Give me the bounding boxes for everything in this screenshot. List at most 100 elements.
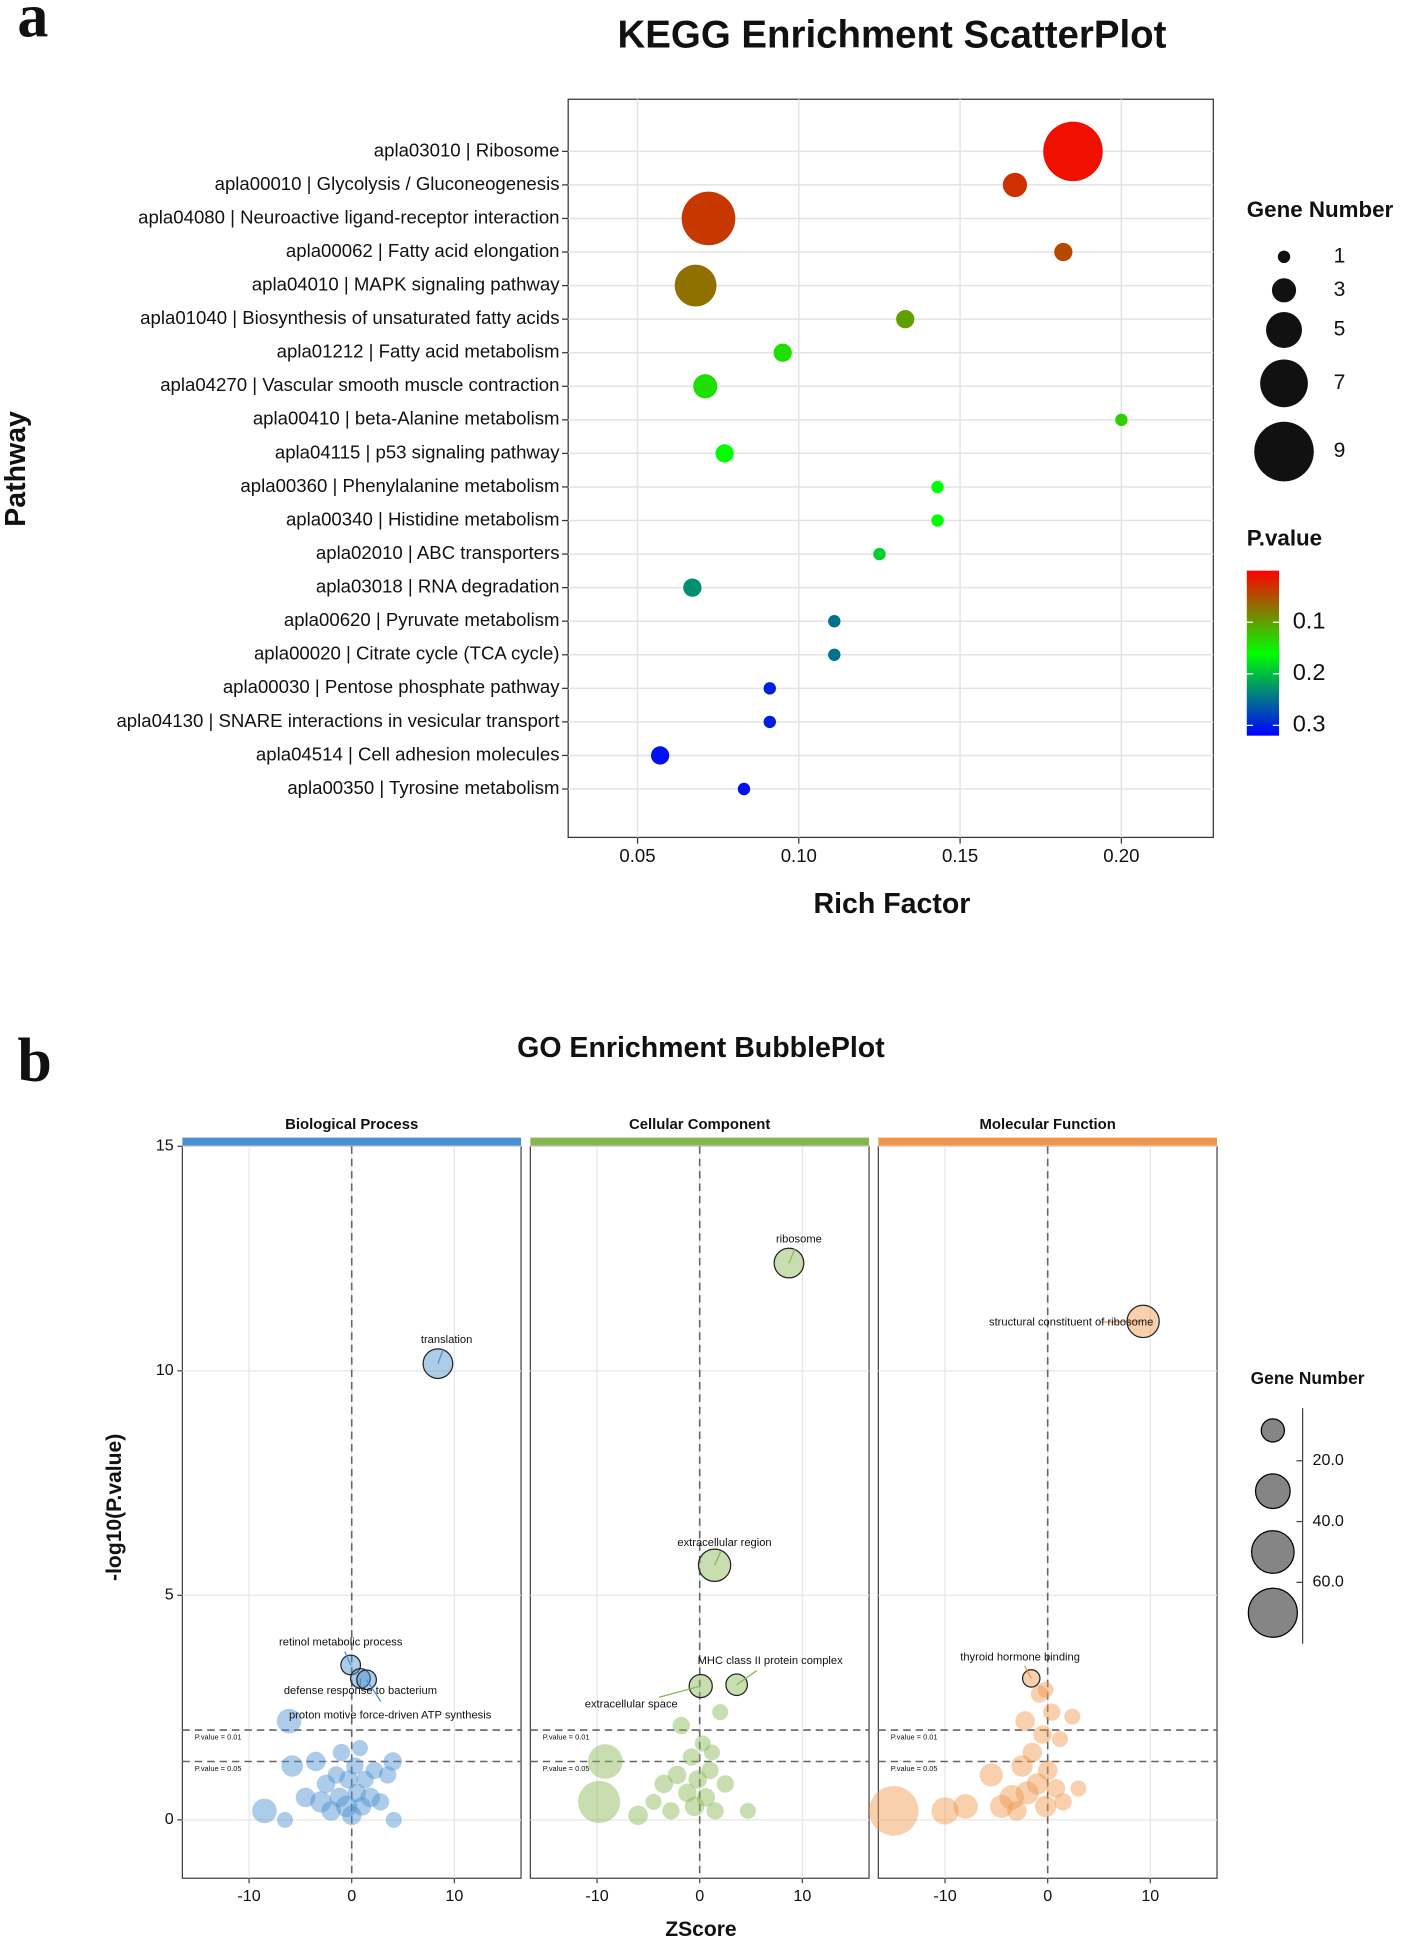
y-tick-label: apla00360 | Phenylalanine metabolism (240, 475, 559, 496)
x-tick-label: 10 (793, 1887, 811, 1905)
bubble (628, 1805, 648, 1826)
x-tick-label: 0.20 (1103, 845, 1139, 866)
bubble (1022, 1742, 1043, 1763)
point (650, 746, 670, 765)
y-tick-label: apla03018 | RNA degradation (316, 576, 560, 597)
bubble (703, 1744, 721, 1761)
bubble (931, 1797, 959, 1825)
point (896, 310, 915, 329)
threshold-label: P.value = 0.01 (543, 1732, 590, 1741)
bubble (868, 1786, 919, 1836)
point (1054, 242, 1073, 262)
bubble (587, 1744, 623, 1779)
legend-label: 20.0 (1313, 1451, 1344, 1469)
bubble (1054, 1793, 1072, 1811)
y-tick-label: 15 (156, 1137, 174, 1155)
bubble (1043, 1703, 1061, 1721)
bubble (329, 1787, 350, 1808)
label-leader (788, 1248, 796, 1264)
y-tick-label: apla00020 | Citrate cycle (TCA cycle) (254, 643, 560, 664)
bubble (252, 1798, 277, 1824)
bubble (295, 1787, 316, 1808)
legend-label: 1 (1334, 244, 1346, 267)
strip-bar (878, 1137, 1218, 1147)
bubble (662, 1802, 680, 1820)
point (737, 782, 751, 796)
bubble (352, 1797, 372, 1816)
legend-size-key (1266, 312, 1303, 348)
bubble (678, 1783, 697, 1803)
point (763, 715, 776, 729)
bubble (654, 1774, 674, 1794)
bubble-label: translation (421, 1334, 472, 1346)
bubble (682, 1748, 701, 1766)
point (715, 444, 734, 463)
strip-bar (530, 1137, 870, 1147)
strip-label: Biological Process (285, 1117, 418, 1133)
point (763, 682, 776, 695)
bubble (716, 1775, 735, 1793)
x-axis-label: Rich Factor (814, 888, 971, 920)
bubble (1070, 1780, 1087, 1797)
bubble-label: extracellular space (585, 1699, 678, 1711)
bubble (347, 1783, 367, 1803)
bubble-label: extracellular region (677, 1537, 771, 1549)
y-tick-label: apla01212 | Fatty acid metabolism (277, 341, 560, 362)
legend-label: 0.2 (1293, 659, 1326, 685)
legend-label: 0.1 (1293, 607, 1326, 633)
legend-label: 7 (1334, 371, 1346, 394)
bubble (999, 1785, 1025, 1810)
strip-bar (182, 1137, 522, 1147)
bubble (1026, 1773, 1049, 1795)
bubble-label: ribosome (776, 1233, 822, 1245)
threshold-label: P.value = 0.05 (195, 1764, 242, 1773)
y-tick-label: apla00620 | Pyruvate metabolism (284, 609, 560, 630)
x-tick-label: 0.15 (942, 845, 978, 866)
bubble (385, 1811, 402, 1828)
legend-label: 3 (1334, 278, 1346, 301)
threshold-label: P.value = 0.05 (891, 1764, 938, 1773)
bubble (684, 1796, 705, 1817)
label-leader (1024, 1665, 1032, 1679)
bubble-label: proton motive force-driven ATP synthesis (289, 1710, 492, 1722)
y-tick-label: apla00062 | Fatty acid elongation (286, 240, 560, 261)
bubble (365, 1761, 383, 1780)
label-leader (344, 1651, 352, 1666)
point (931, 480, 944, 494)
point (681, 191, 736, 246)
bubble-label: retinol metabolic process (279, 1637, 403, 1649)
panel-label: b (17, 1027, 52, 1095)
bubble (360, 1787, 380, 1808)
bubble (1051, 1731, 1069, 1748)
bubble (1033, 1725, 1052, 1744)
bubble (276, 1811, 294, 1828)
point (1043, 121, 1103, 182)
bubble (378, 1766, 397, 1784)
bubble (1064, 1708, 1081, 1725)
bubble (346, 1757, 364, 1775)
bubble-label: thyroid hormone binding (960, 1651, 1080, 1663)
bubble (696, 1788, 716, 1807)
legend-label: 9 (1334, 439, 1346, 462)
bubble (335, 1795, 358, 1818)
legend-size-key (1260, 359, 1308, 408)
bubble (316, 1774, 336, 1794)
y-tick-label: apla02010 | ABC transporters (316, 542, 560, 563)
bubble (383, 1752, 403, 1771)
bubble (356, 1770, 374, 1789)
legend-size-key (1260, 1418, 1286, 1443)
bubble-label: defense response to bacterium (284, 1685, 437, 1697)
x-tick-label: 10 (445, 1887, 463, 1905)
x-tick-label: -10 (237, 1887, 260, 1905)
bubble (989, 1794, 1014, 1818)
bubble (305, 1751, 326, 1772)
bubble (667, 1765, 687, 1785)
bubble (281, 1755, 303, 1777)
label-leader (366, 1679, 382, 1702)
bubble (321, 1801, 341, 1821)
legend-size-key (1277, 250, 1291, 264)
bubble-label: MHC class II protein complex (698, 1655, 843, 1667)
bubble (1037, 1760, 1058, 1781)
